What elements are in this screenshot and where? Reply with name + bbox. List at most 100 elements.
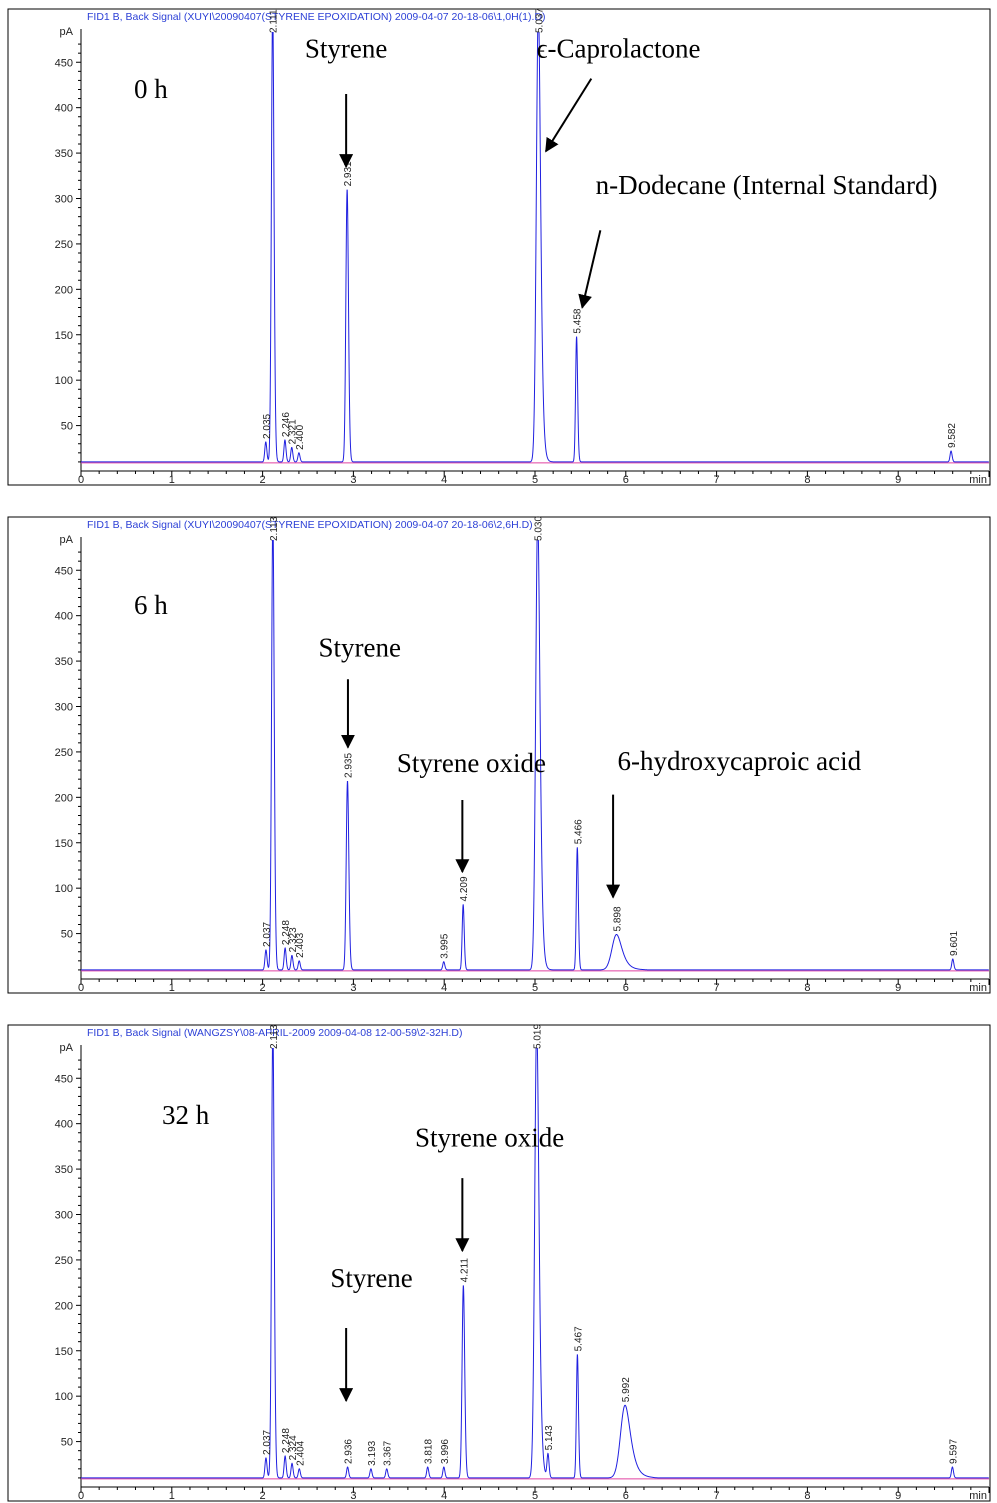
peak-label: 2.246 bbox=[281, 412, 292, 437]
panel-frame bbox=[7, 1024, 991, 1502]
peak-label: 9.601 bbox=[949, 931, 960, 956]
peak-label: 2.248 bbox=[281, 920, 292, 945]
signal-trace bbox=[81, 540, 989, 971]
peak-label: 3.818 bbox=[424, 1439, 435, 1464]
y-unit-label: pA bbox=[60, 26, 74, 38]
peak-label: 2.935 bbox=[343, 753, 354, 778]
y-tick-label: 100 bbox=[55, 883, 73, 895]
x-tick-label: 6 bbox=[623, 982, 629, 994]
panel-header: FID1 B, Back Signal (XUYI\20090407(STYRE… bbox=[87, 11, 546, 23]
peak-label: 2.323 bbox=[288, 927, 299, 952]
compound-label: Styrene bbox=[305, 34, 387, 64]
x-tick-label: 2 bbox=[260, 474, 266, 486]
panel-frame bbox=[7, 8, 991, 486]
time-label: 0 h bbox=[134, 74, 168, 104]
signal-group bbox=[81, 32, 989, 463]
peak-label: 5.458 bbox=[573, 308, 584, 333]
y-unit-label: pA bbox=[60, 1042, 74, 1054]
y-tick-label: 100 bbox=[55, 375, 73, 387]
x-tick-label: 3 bbox=[350, 474, 356, 486]
peak-label: 2.037 bbox=[262, 921, 273, 946]
peak-label: 3.193 bbox=[367, 1440, 378, 1465]
x-tick-label: 1 bbox=[169, 474, 175, 486]
y-tick-label: 350 bbox=[55, 1164, 73, 1176]
peak-label: 2.248 bbox=[281, 1428, 292, 1453]
x-tick-label: 0 bbox=[78, 1490, 84, 1502]
peak-label: 5.992 bbox=[621, 1377, 632, 1402]
x-tick-label: 7 bbox=[714, 1490, 720, 1502]
time-label: 32 h bbox=[162, 1100, 210, 1130]
x-unit-label: min bbox=[969, 982, 987, 994]
peak-label: 4.209 bbox=[459, 876, 470, 901]
y-tick-label: 450 bbox=[55, 57, 73, 69]
peak-label: 2.037 bbox=[262, 1429, 273, 1454]
compound-label: Styrene bbox=[319, 633, 401, 663]
peak-label: 3.996 bbox=[440, 1439, 451, 1464]
signal-group bbox=[81, 540, 989, 971]
peak-label: 4.211 bbox=[459, 1258, 470, 1283]
peak-label: 5.019 bbox=[533, 1024, 544, 1049]
x-tick-label: 4 bbox=[441, 1490, 447, 1502]
compound-label: ϵ-Caprolactone bbox=[537, 34, 701, 64]
compound-label: n-Dodecane (Internal Standard) bbox=[596, 170, 938, 200]
x-tick-label: 9 bbox=[895, 474, 901, 486]
peak-label: 2.113 bbox=[269, 516, 280, 541]
peak-label: 9.597 bbox=[948, 1439, 959, 1464]
x-tick-label: 2 bbox=[260, 982, 266, 994]
y-tick-label: 100 bbox=[55, 1391, 73, 1403]
y-tick-label: 350 bbox=[55, 148, 73, 160]
y-tick-label: 300 bbox=[55, 1210, 73, 1222]
peak-label: 5.143 bbox=[544, 1425, 555, 1450]
x-tick-label: 8 bbox=[804, 1490, 810, 1502]
compound-label: Styrene bbox=[330, 1263, 412, 1293]
x-tick-label: 5 bbox=[532, 982, 538, 994]
y-tick-label: 200 bbox=[55, 284, 73, 296]
peak-label: 2.111 bbox=[269, 9, 280, 33]
x-tick-label: 0 bbox=[78, 474, 84, 486]
x-tick-label: 8 bbox=[804, 982, 810, 994]
x-tick-label: 6 bbox=[623, 474, 629, 486]
y-tick-label: 250 bbox=[55, 239, 73, 251]
peak-label: 5.466 bbox=[573, 819, 584, 844]
x-tick-label: 4 bbox=[441, 982, 447, 994]
y-tick-label: 150 bbox=[55, 1346, 73, 1358]
y-tick-label: 400 bbox=[55, 611, 73, 623]
panel-header: FID1 B, Back Signal (XUYI\20090407(STYRE… bbox=[87, 519, 533, 531]
x-tick-label: 5 bbox=[532, 474, 538, 486]
x-tick-label: 5 bbox=[532, 1490, 538, 1502]
peak-label: 2.931 bbox=[343, 161, 354, 186]
peak-label: 5.030 bbox=[534, 516, 545, 541]
arrow bbox=[578, 230, 602, 309]
x-tick-label: 6 bbox=[623, 1490, 629, 1502]
arrow bbox=[545, 78, 593, 153]
x-unit-label: min bbox=[969, 474, 987, 486]
peak-label: 3.995 bbox=[440, 933, 451, 958]
peak-label: 2.404 bbox=[295, 1440, 306, 1465]
x-tick-label: 7 bbox=[714, 982, 720, 994]
peak-label: 3.367 bbox=[383, 1440, 394, 1465]
peak-label: 2.321 bbox=[288, 419, 299, 444]
peak-label: 2.936 bbox=[344, 1439, 355, 1464]
y-tick-label: 50 bbox=[61, 421, 73, 433]
y-tick-label: 300 bbox=[55, 702, 73, 714]
x-tick-label: 9 bbox=[895, 1490, 901, 1502]
y-tick-label: 450 bbox=[55, 565, 73, 577]
x-tick-label: 8 bbox=[804, 474, 810, 486]
y-tick-label: 50 bbox=[61, 1437, 73, 1449]
x-tick-label: 4 bbox=[441, 474, 447, 486]
y-tick-label: 50 bbox=[61, 929, 73, 941]
y-tick-label: 400 bbox=[55, 1119, 73, 1131]
signal-trace bbox=[81, 32, 989, 463]
x-tick-label: 7 bbox=[714, 474, 720, 486]
y-tick-label: 400 bbox=[55, 103, 73, 115]
y-tick-label: 250 bbox=[55, 747, 73, 759]
y-tick-label: 200 bbox=[55, 1300, 73, 1312]
signal-trace bbox=[81, 1048, 989, 1479]
peak-label: 5.467 bbox=[573, 1326, 584, 1351]
peak-label: 2.400 bbox=[295, 424, 306, 449]
compound-label: Styrene oxide bbox=[415, 1122, 564, 1152]
x-tick-label: 9 bbox=[895, 982, 901, 994]
peak-label: 2.035 bbox=[262, 413, 273, 438]
peak-label: 2.403 bbox=[295, 932, 306, 957]
